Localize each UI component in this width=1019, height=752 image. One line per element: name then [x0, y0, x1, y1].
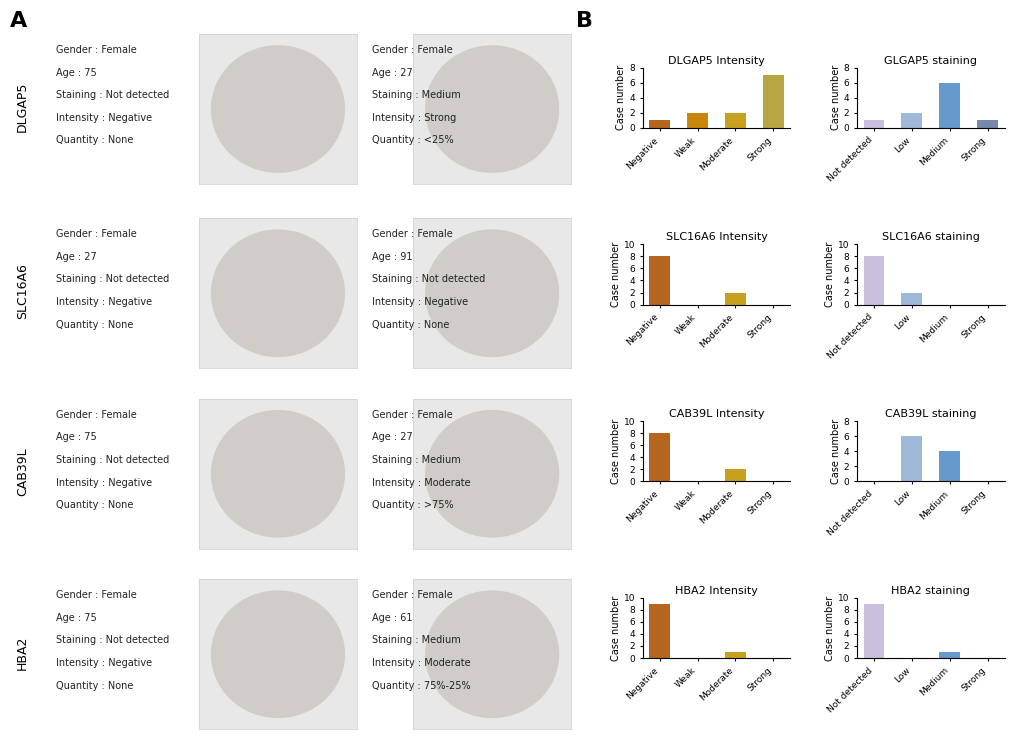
Bar [725, 293, 745, 305]
Text: Gender : Female: Gender : Female [56, 410, 137, 420]
Bar [649, 433, 669, 481]
Title: SLC16A6 staining: SLC16A6 staining [881, 232, 978, 242]
Text: Age : 27: Age : 27 [372, 432, 413, 442]
Bar [976, 120, 997, 128]
Text: Quantity : None: Quantity : None [56, 681, 133, 690]
Text: HBA2: HBA2 [16, 635, 29, 669]
Text: Staining : Not detected: Staining : Not detected [56, 274, 169, 284]
Bar [863, 604, 883, 658]
Title: CAB39L Intensity: CAB39L Intensity [668, 409, 763, 419]
Y-axis label: Case number: Case number [610, 242, 621, 307]
Text: Intensity : Negative: Intensity : Negative [56, 478, 152, 487]
Y-axis label: Case number: Case number [829, 65, 840, 130]
Text: Staining : Medium: Staining : Medium [372, 455, 461, 465]
Bar [938, 83, 959, 128]
Text: CAB39L: CAB39L [16, 447, 29, 496]
Circle shape [425, 230, 558, 356]
Title: SLC16A6 Intensity: SLC16A6 Intensity [665, 232, 766, 242]
Circle shape [425, 46, 558, 172]
Text: Staining : Not detected: Staining : Not detected [372, 274, 485, 284]
Text: Quantity : None: Quantity : None [372, 320, 449, 329]
Text: Gender : Female: Gender : Female [56, 590, 137, 600]
Circle shape [211, 591, 344, 717]
Text: Intensity : Moderate: Intensity : Moderate [372, 658, 471, 668]
Bar [863, 256, 883, 305]
Circle shape [425, 411, 558, 537]
Text: Staining : Medium: Staining : Medium [372, 635, 461, 645]
Text: Gender : Female: Gender : Female [56, 45, 137, 55]
Bar [649, 256, 669, 305]
Text: B: B [576, 11, 593, 32]
Bar [901, 436, 921, 481]
Title: CAB39L staining: CAB39L staining [884, 409, 975, 419]
Bar [762, 75, 783, 128]
Y-axis label: Case number: Case number [610, 419, 621, 484]
Y-axis label: Case number: Case number [829, 419, 840, 484]
Text: Intensity : Negative: Intensity : Negative [372, 297, 468, 307]
Bar [725, 113, 745, 128]
Text: SLC16A6: SLC16A6 [16, 263, 29, 320]
Title: DLGAP5 Intensity: DLGAP5 Intensity [667, 56, 764, 65]
Text: Age : 27: Age : 27 [372, 68, 413, 77]
Circle shape [211, 46, 344, 172]
Bar [649, 604, 669, 658]
Bar [901, 293, 921, 305]
Text: Quantity : None: Quantity : None [56, 500, 133, 510]
Text: Staining : Not detected: Staining : Not detected [56, 635, 169, 645]
Text: A: A [10, 11, 28, 32]
Text: Quantity : 75%-25%: Quantity : 75%-25% [372, 681, 471, 690]
Title: GLGAP5 staining: GLGAP5 staining [883, 56, 976, 65]
Text: Quantity : <25%: Quantity : <25% [372, 135, 453, 145]
Text: Gender : Female: Gender : Female [56, 229, 137, 239]
Text: Intensity : Negative: Intensity : Negative [56, 113, 152, 123]
Bar [725, 469, 745, 481]
Bar [863, 120, 883, 128]
Text: Age : 75: Age : 75 [56, 68, 97, 77]
Bar [725, 652, 745, 658]
Title: HBA2 Intensity: HBA2 Intensity [675, 586, 757, 596]
Text: Gender : Female: Gender : Female [372, 410, 452, 420]
Bar [687, 113, 707, 128]
Circle shape [211, 230, 344, 356]
Text: Staining : Not detected: Staining : Not detected [56, 90, 169, 100]
Text: Intensity : Negative: Intensity : Negative [56, 297, 152, 307]
Text: Intensity : Strong: Intensity : Strong [372, 113, 457, 123]
Text: Gender : Female: Gender : Female [372, 45, 452, 55]
Text: Age : 75: Age : 75 [56, 613, 97, 623]
Text: Gender : Female: Gender : Female [372, 590, 452, 600]
Y-axis label: Case number: Case number [824, 596, 835, 660]
Text: Intensity : Negative: Intensity : Negative [56, 658, 152, 668]
Y-axis label: Case number: Case number [824, 242, 835, 307]
Y-axis label: Case number: Case number [615, 65, 626, 130]
Text: Quantity : None: Quantity : None [56, 320, 133, 329]
Text: Staining : Medium: Staining : Medium [372, 90, 461, 100]
Y-axis label: Case number: Case number [610, 596, 621, 660]
Bar [901, 113, 921, 128]
Bar [649, 120, 669, 128]
Text: DLGAP5: DLGAP5 [16, 82, 29, 132]
Bar [938, 451, 959, 481]
Text: Quantity : >75%: Quantity : >75% [372, 500, 453, 510]
Text: Age : 75: Age : 75 [56, 432, 97, 442]
Text: Age : 27: Age : 27 [56, 252, 97, 262]
Text: Intensity : Moderate: Intensity : Moderate [372, 478, 471, 487]
Circle shape [425, 591, 558, 717]
Bar [938, 652, 959, 658]
Text: Staining : Not detected: Staining : Not detected [56, 455, 169, 465]
Text: Quantity : None: Quantity : None [56, 135, 133, 145]
Title: HBA2 staining: HBA2 staining [891, 586, 969, 596]
Text: Age : 91: Age : 91 [372, 252, 413, 262]
Text: Age : 61: Age : 61 [372, 613, 413, 623]
Circle shape [211, 411, 344, 537]
Text: Gender : Female: Gender : Female [372, 229, 452, 239]
